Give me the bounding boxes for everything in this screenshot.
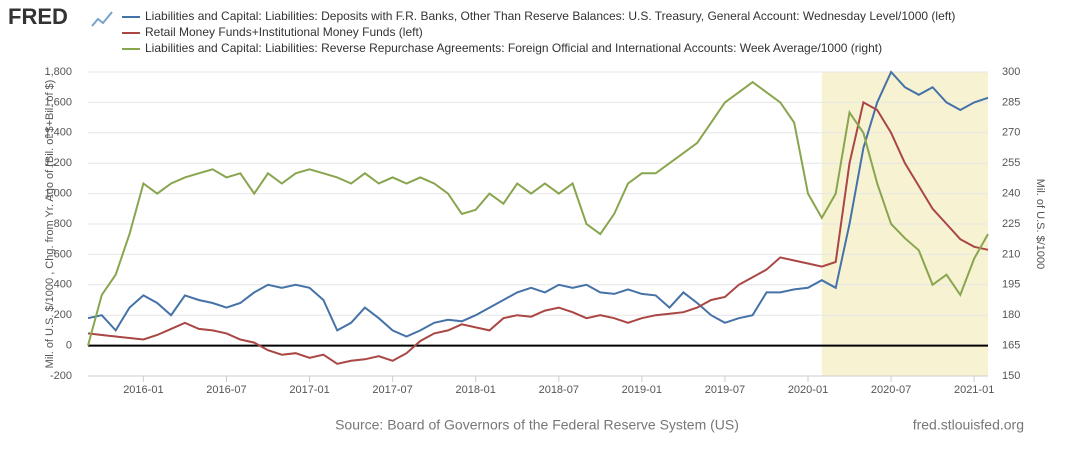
series-line bbox=[87, 70, 989, 338]
x-tick-label: 2018-01 bbox=[456, 384, 496, 396]
y2-tick-label: 150 bbox=[1002, 370, 1020, 382]
y-tick-label: 1,200 bbox=[44, 157, 72, 169]
y-tick-label: 0 bbox=[66, 340, 72, 352]
y-tick-label: 1,600 bbox=[44, 96, 72, 108]
y-tick-label: -200 bbox=[50, 370, 72, 382]
source: Source: Board of Governors of the Federa… bbox=[335, 417, 739, 433]
y2-tick-label: 195 bbox=[1002, 279, 1020, 291]
legend-entry: Liabilities and Capital: Liabilities: De… bbox=[145, 9, 955, 23]
y2-tick-label: 180 bbox=[1002, 309, 1020, 321]
y-tick-label: 400 bbox=[54, 279, 72, 291]
y-tick-label: 1,000 bbox=[44, 188, 72, 200]
x-tick-label: 2017-01 bbox=[289, 384, 329, 396]
legend-entry: Liabilities and Capital: Liabilities: Re… bbox=[145, 41, 882, 55]
x-tick-label: 2018-07 bbox=[539, 384, 579, 396]
series-line bbox=[87, 100, 989, 365]
y-tick-label: 1,800 bbox=[44, 66, 72, 78]
y2-axis-title: Mil. of U.S. $/1000 bbox=[1034, 179, 1046, 270]
y-tick-label: 1,400 bbox=[44, 127, 72, 139]
x-tick-label: 2017-07 bbox=[372, 384, 412, 396]
x-tick-label: 2019-07 bbox=[705, 384, 745, 396]
x-tick-label: 2016-07 bbox=[206, 384, 246, 396]
x-tick-label: 2020-01 bbox=[788, 384, 828, 396]
y-tick-label: 600 bbox=[54, 248, 72, 260]
y2-tick-label: 255 bbox=[1002, 157, 1020, 169]
y-axis-title: Mil. of U.S. $/1000 , Chg. from Yr. Ago … bbox=[44, 80, 56, 369]
y2-tick-label: 300 bbox=[1002, 66, 1020, 78]
logo: FRED bbox=[8, 4, 68, 29]
x-tick-label: 2019-01 bbox=[622, 384, 662, 396]
y2-tick-label: 285 bbox=[1002, 96, 1020, 108]
x-tick-label: 2020-07 bbox=[871, 384, 911, 396]
y2-tick-label: 270 bbox=[1002, 127, 1020, 139]
y-tick-label: 200 bbox=[54, 309, 72, 321]
y-tick-label: 800 bbox=[54, 218, 72, 230]
legend-entry: Retail Money Funds+Institutional Money F… bbox=[145, 25, 423, 39]
y2-tick-label: 240 bbox=[1002, 188, 1020, 200]
y2-tick-label: 210 bbox=[1002, 248, 1020, 260]
logo-icon bbox=[91, 11, 113, 27]
credit: fred.stlouisfed.org bbox=[913, 417, 1024, 433]
x-tick-label: 2016-01 bbox=[123, 384, 163, 396]
series-line bbox=[87, 80, 989, 346]
x-tick-label: 2021-01 bbox=[954, 384, 994, 396]
y2-tick-label: 165 bbox=[1002, 340, 1020, 352]
y2-tick-label: 225 bbox=[1002, 218, 1020, 230]
